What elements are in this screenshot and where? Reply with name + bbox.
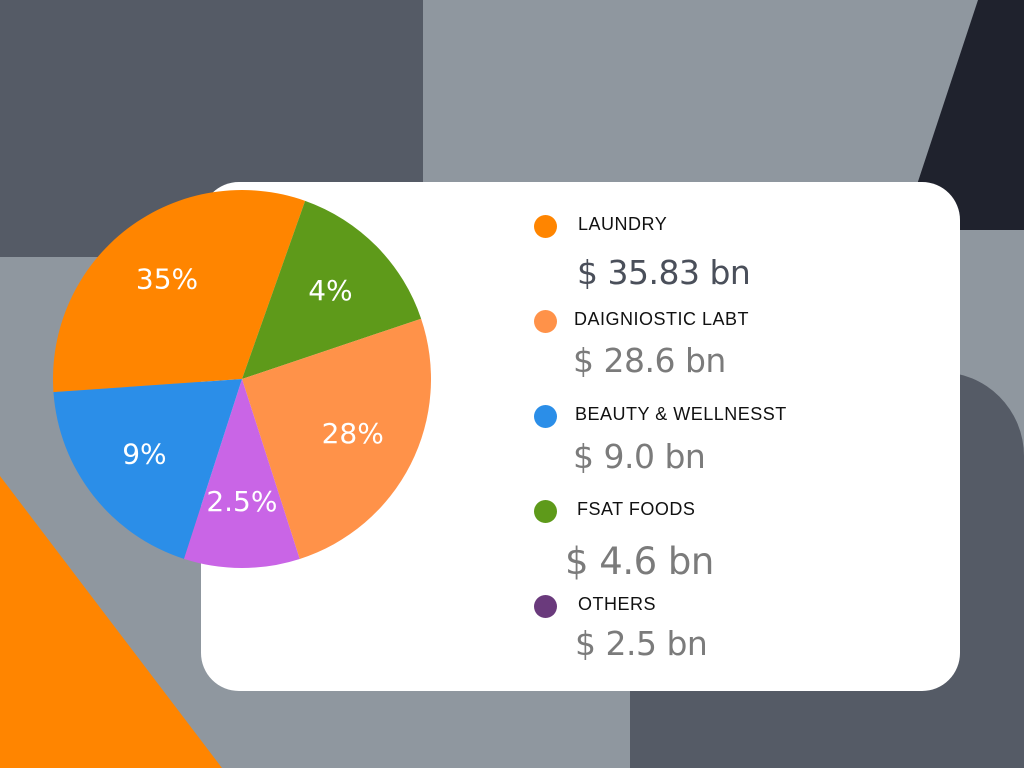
pie-slice-1: [242, 200, 422, 379]
legend-label-others: OTHERS: [578, 594, 657, 614]
pie-slices: [53, 190, 431, 569]
pie-slice-label-3: 2.5%: [206, 485, 277, 518]
pie-slice-4: [53, 379, 243, 559]
legend-amount-laundry: $ 35.83 bn: [577, 253, 751, 292]
legend-label-fast-foods: FSAT FOODS: [577, 499, 696, 519]
legend-amount-others: $ 2.5 bn: [575, 624, 708, 663]
pie-slice-label-0: 35%: [136, 262, 198, 295]
legend-dot-diagnostic: [534, 310, 557, 333]
legend-dot-fast-foods: [534, 500, 557, 523]
legend-dot-beauty: [534, 405, 557, 428]
navy-block-top-right: [902, 0, 1024, 230]
pie-slice-2: [242, 318, 431, 559]
legend-label-diagnostic: DAIGNIOSTIC LABT: [574, 309, 750, 329]
legend-dot-laundry: [534, 215, 557, 238]
pie-slice-3: [183, 379, 300, 569]
legend-label-laundry: LAUNDRY: [578, 214, 668, 234]
legend-dot-others: [534, 595, 557, 618]
pie-labels: 35% 4% 28% 2.5% 9%: [122, 262, 384, 518]
pie-slice-label-1: 4%: [308, 274, 352, 307]
orange-triangle-bottom-left: [0, 476, 222, 768]
legend-amount-diagnostic: $ 28.6 bn: [573, 341, 726, 380]
pie-slice-label-2: 28%: [322, 417, 384, 450]
pie-slice-0: [53, 190, 306, 393]
legend-amount-fast-foods: $ 4.6 bn: [565, 540, 714, 583]
legend-label-beauty: BEAUTY & WELLNESST: [575, 404, 787, 424]
pie-slice-label-4: 9%: [122, 437, 166, 470]
legend-amount-beauty: $ 9.0 bn: [573, 437, 706, 476]
